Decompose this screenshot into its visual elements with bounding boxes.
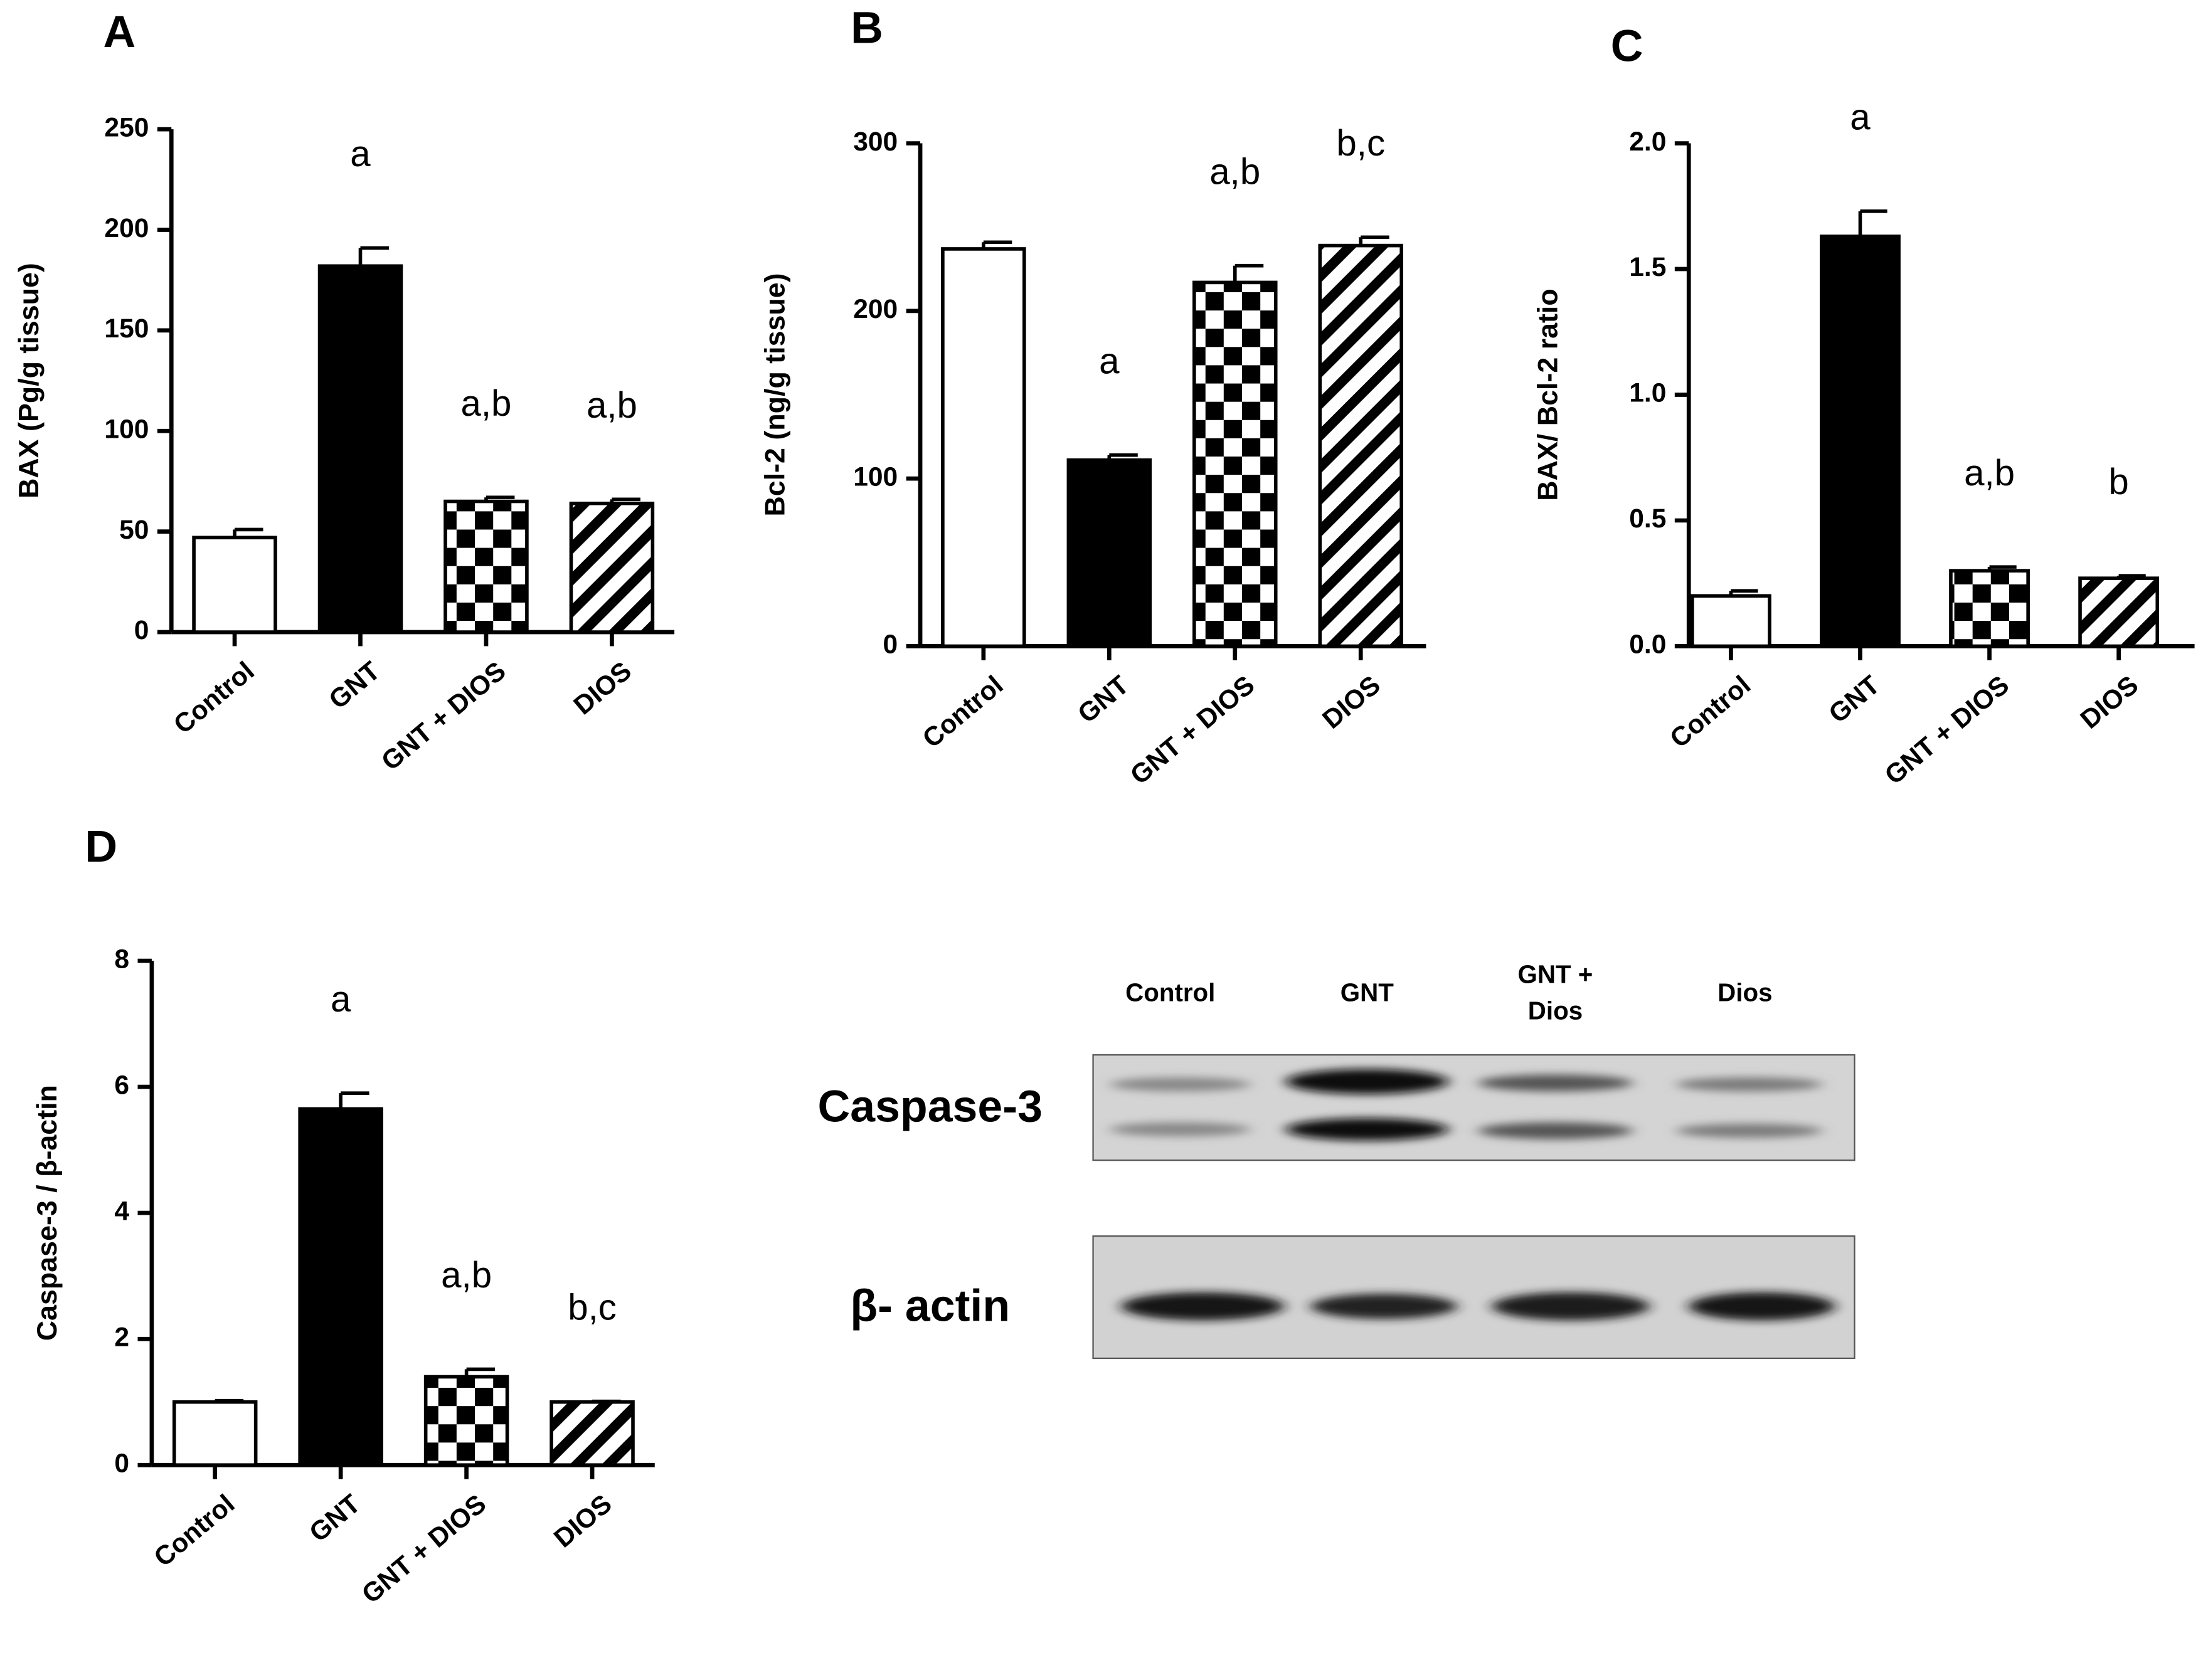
y-tick-label: 8	[114, 944, 129, 974]
annotation: a,b	[461, 383, 512, 424]
y-tick-label: 0.0	[1629, 630, 1666, 660]
panel-label: D	[85, 822, 117, 872]
y-tick-label: 250	[104, 112, 149, 142]
panel-label: A	[104, 7, 136, 57]
annotation: b,c	[1336, 123, 1385, 164]
annotation: a	[350, 134, 371, 174]
bar	[549, 1400, 635, 1467]
x-tick-label: DIOS	[548, 1489, 618, 1554]
annotation: a,b	[1964, 453, 2015, 494]
panel-label: B	[851, 3, 883, 53]
western-blot	[1092, 1054, 1855, 1360]
lane-label: Dios	[1717, 979, 1772, 1007]
y-tick-label: 150	[104, 314, 149, 344]
lane-label: GNT	[1340, 979, 1394, 1007]
y-tick-label: 0	[883, 630, 898, 660]
bar	[1066, 458, 1152, 648]
annotation: a	[1850, 97, 1871, 138]
lane-label: Control	[1125, 979, 1215, 1007]
y-tick-label: 4	[114, 1196, 129, 1226]
bar	[192, 536, 277, 634]
bar	[317, 264, 403, 634]
row-label: Caspase-3	[817, 1081, 1043, 1131]
x-tick-label: Control	[917, 670, 1009, 754]
annotation: b,c	[568, 1287, 617, 1328]
y-tick-label: 1.5	[1629, 252, 1666, 282]
annotation: a,b	[441, 1255, 492, 1296]
x-tick-label: Control	[168, 656, 260, 740]
annotation: a	[331, 979, 351, 1020]
bar	[569, 501, 655, 634]
bar	[2078, 576, 2160, 648]
x-tick-label: DIOS	[1317, 670, 1386, 735]
bands	[1110, 1069, 1835, 1321]
bar	[172, 1400, 258, 1467]
bar	[1820, 235, 1901, 648]
y-axis-label: Bcl-2 (ng/g tissue)	[759, 273, 790, 516]
y-tick-label: 300	[853, 127, 898, 157]
lane-label: Dios	[1528, 997, 1583, 1025]
blot-box	[1092, 1054, 1855, 1161]
y-tick-label: 50	[119, 515, 149, 545]
x-tick-label: DIOS	[2075, 670, 2145, 735]
panel-label: C	[1611, 21, 1643, 71]
y-axis-label: Caspase-3 / β-actin	[31, 1085, 63, 1341]
bar	[1949, 569, 2030, 648]
x-tick-label: GNT + DIOS	[356, 1489, 492, 1610]
x-tick-label: GNT + DIOS	[376, 656, 511, 777]
x-tick-label: Control	[1664, 670, 1756, 754]
y-tick-label: 100	[104, 415, 149, 445]
lane-label: GNT +	[1518, 960, 1593, 988]
x-tick-label: GNT	[1072, 670, 1135, 729]
x-tick-label: GNT	[323, 656, 386, 716]
x-tick-label: GNT	[304, 1489, 366, 1548]
x-tick-label: GNT + DIOS	[1879, 670, 2015, 791]
y-tick-label: 2	[114, 1322, 129, 1352]
y-tick-label: 0	[134, 615, 149, 645]
bar	[1691, 594, 1771, 648]
y-tick-label: 0	[114, 1448, 129, 1478]
y-tick-label: 0.5	[1629, 504, 1666, 534]
y-tick-label: 2.0	[1629, 127, 1666, 157]
y-tick-label: 6	[114, 1070, 129, 1100]
bar	[1318, 243, 1403, 648]
x-tick-label: GNT + DIOS	[1125, 670, 1260, 791]
y-tick-label: 200	[853, 294, 898, 324]
y-axis-label: BAX (Pg/g tissue)	[13, 263, 45, 499]
annotation: a,b	[587, 385, 637, 426]
y-axis-label: BAX/ Bcl-2 ratio	[1532, 288, 1563, 500]
bar	[423, 1375, 509, 1467]
x-tick-label: GNT	[1823, 670, 1886, 729]
y-tick-label: 200	[104, 213, 149, 243]
bar	[1192, 280, 1278, 648]
annotation: a,b	[1209, 151, 1260, 192]
row-label: β- actin	[850, 1281, 1010, 1331]
x-tick-label: Control	[148, 1489, 240, 1573]
x-tick-label: DIOS	[568, 656, 637, 721]
y-tick-label: 1.0	[1629, 378, 1666, 408]
annotation: a	[1099, 341, 1120, 381]
bar	[941, 247, 1026, 648]
y-tick-label: 100	[853, 462, 898, 492]
bar	[443, 499, 529, 634]
annotation: b	[2108, 462, 2128, 502]
bar	[298, 1107, 383, 1467]
